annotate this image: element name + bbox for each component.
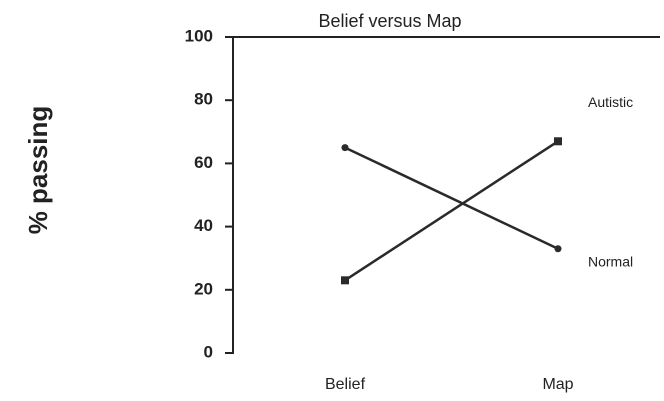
series-line: [344, 146, 559, 250]
marker: [341, 144, 349, 152]
y-tick-label: 0: [204, 342, 213, 361]
marker: [554, 245, 562, 253]
x-tick-label: Belief: [325, 376, 366, 393]
x-tick-label: Map: [542, 376, 573, 393]
chart-title: Belief versus Map: [318, 11, 461, 31]
y-tick-label: 60: [194, 153, 213, 172]
y-tick-label: 20: [194, 279, 213, 298]
y-tick-label: 40: [194, 216, 213, 235]
series-label: Normal: [588, 253, 633, 269]
y-tick-label: 100: [185, 26, 213, 45]
series-label: Autistic: [588, 94, 633, 110]
y-tick-label: 80: [194, 90, 213, 109]
marker: [554, 137, 562, 146]
marker: [341, 276, 349, 285]
y-axis-label: % passing: [23, 106, 53, 235]
series-line: [344, 140, 559, 282]
